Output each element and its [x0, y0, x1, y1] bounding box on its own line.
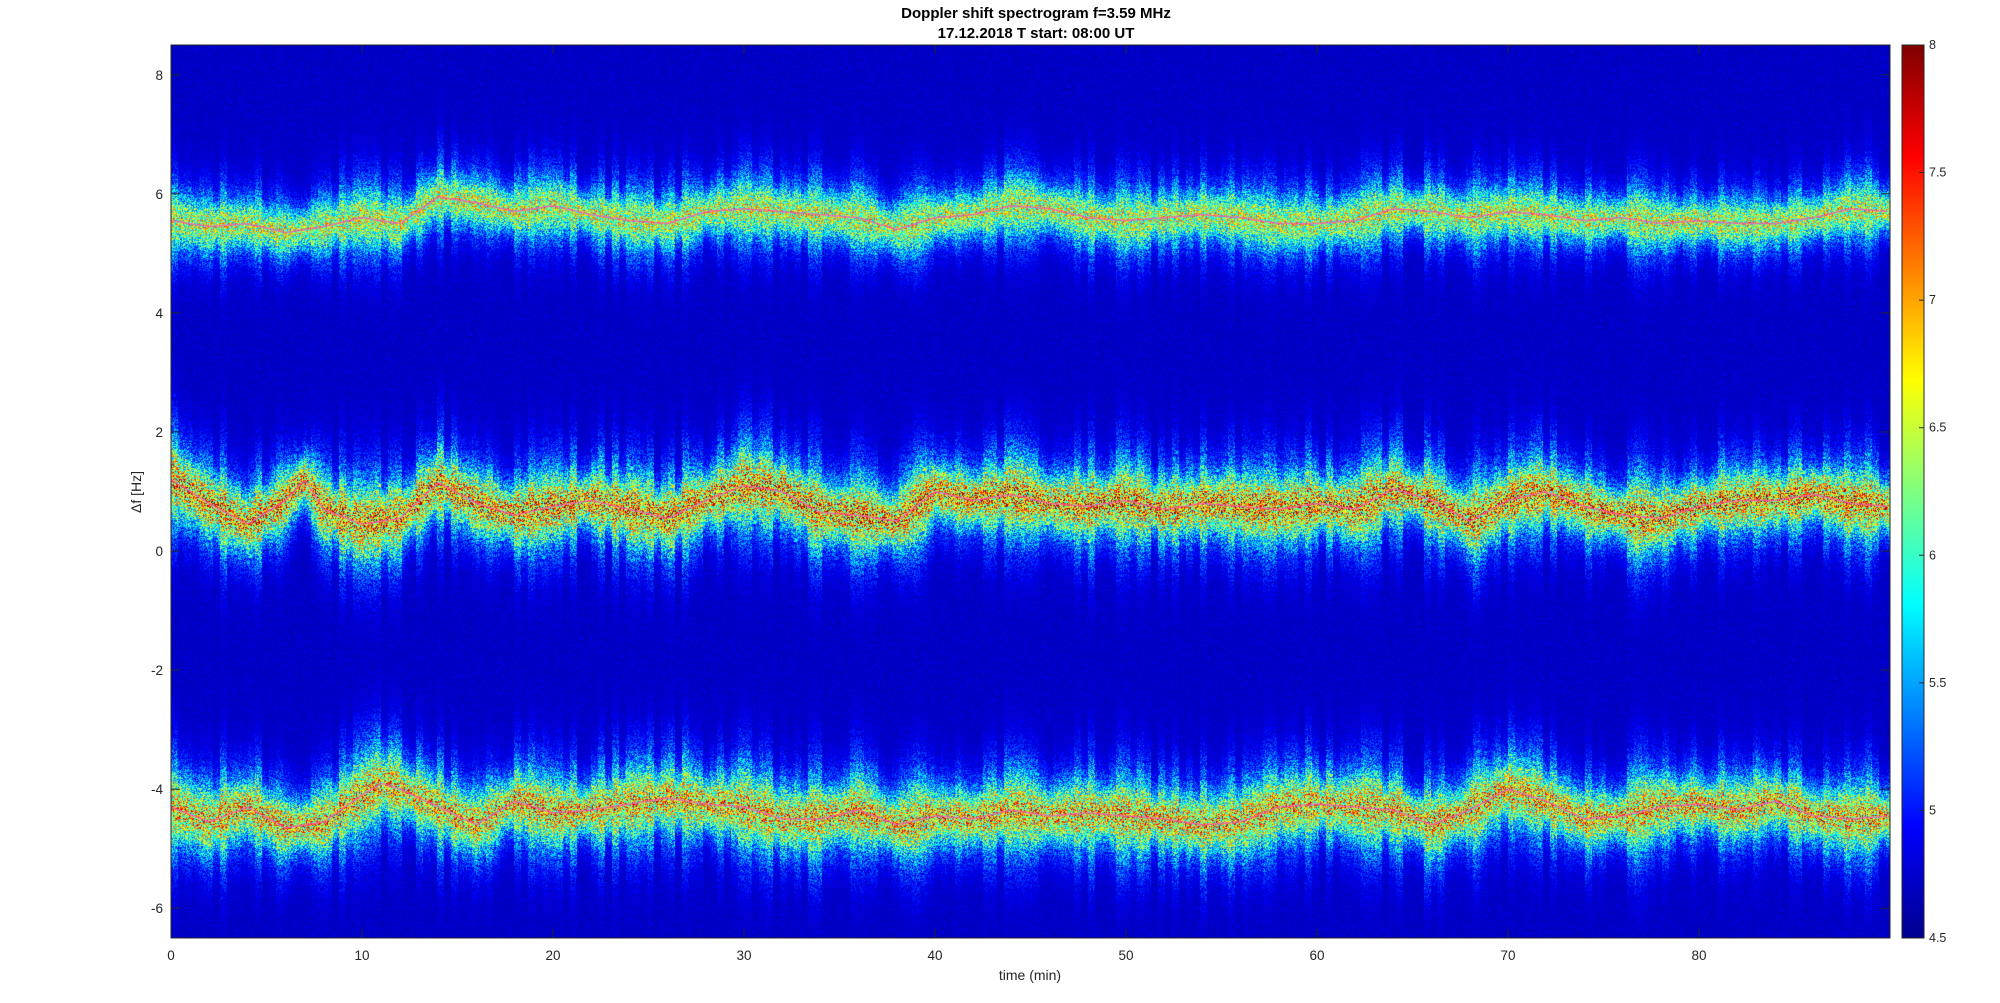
y-tick-label: 4 [155, 306, 163, 321]
colorbar-tick-label: 5 [1929, 803, 1936, 817]
chart-title: Doppler shift spectrogram f=3.59 MHz [901, 5, 1171, 22]
x-tick-label: 70 [1500, 948, 1515, 963]
x-tick-label: 60 [1309, 948, 1324, 963]
x-tick-label: 30 [736, 948, 751, 963]
colorbar-gradient [1901, 44, 1925, 939]
colorbar-tick-label: 7.5 [1929, 166, 1946, 180]
x-tick-label: 10 [354, 948, 369, 963]
y-tick-label: 6 [155, 187, 163, 202]
chart-subtitle: 17.12.2018 T start: 08:00 UT [938, 25, 1135, 42]
y-tick-label: -2 [151, 663, 163, 678]
colorbar-tick-label: 5.5 [1929, 676, 1946, 690]
plot-frame [170, 44, 1891, 939]
x-tick-label: 20 [545, 948, 560, 963]
x-tick-label: 40 [927, 948, 942, 963]
y-tick-label: 2 [155, 425, 163, 440]
colorbar-ticks: 4.5 5 5.5 6 6.5 7 7.5 8 [1919, 38, 1946, 945]
colorbar-tick-label: 6.5 [1929, 421, 1946, 435]
x-axis-label: time (min) [999, 967, 1061, 983]
y-tick-label: 8 [155, 68, 163, 83]
colorbar-tick-label: 7 [1929, 293, 1936, 307]
y-axis: -6 -4 -2 0 2 4 6 8 [151, 68, 1890, 916]
colorbar-tick-label: 4.5 [1929, 931, 1946, 945]
plot-area [170, 44, 1891, 939]
colorbar-tick-label: 8 [1929, 38, 1936, 52]
colorbar-tick-label: 6 [1929, 548, 1936, 562]
spectrogram-heatmap [171, 45, 1890, 938]
x-tick-label: 50 [1118, 948, 1133, 963]
x-axis: 0 10 20 30 40 50 60 70 80 [167, 45, 1707, 963]
y-tick-label: -6 [151, 901, 163, 916]
colorbar: 4.5 5 5.5 6 6.5 7 7.5 8 [1901, 38, 1946, 945]
y-tick-label: 0 [155, 544, 163, 559]
x-tick-label: 80 [1691, 948, 1706, 963]
y-tick-label: -4 [151, 782, 163, 797]
x-tick-label: 0 [167, 948, 175, 963]
y-axis-label: Δf [Hz] [128, 471, 144, 513]
